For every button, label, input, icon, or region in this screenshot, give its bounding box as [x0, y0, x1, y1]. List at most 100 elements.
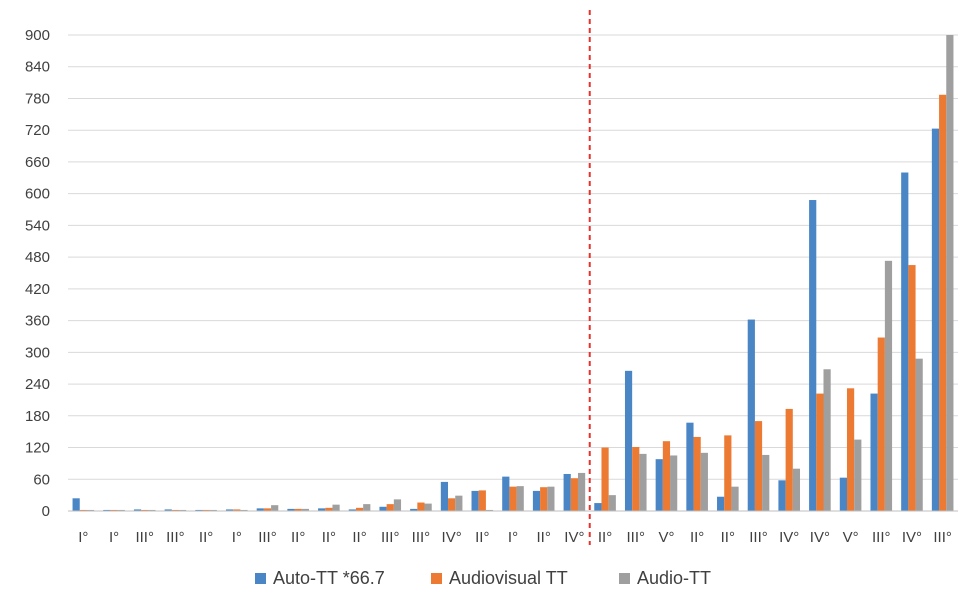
bar-series-1	[72, 498, 80, 511]
bar-series-3	[884, 260, 893, 511]
bar-series-1	[747, 319, 755, 511]
bar-series-2	[785, 408, 793, 511]
bar-series-2	[233, 509, 241, 511]
bar-series-3	[485, 509, 494, 511]
bar-series-1	[133, 509, 142, 511]
bar-series-3	[731, 486, 739, 511]
bar-series-3	[577, 472, 586, 511]
bar-series-1	[471, 490, 479, 511]
x-tick-label: IV°	[564, 529, 584, 546]
y-tick-label: 240	[25, 376, 50, 393]
y-tick-label: 300	[25, 344, 50, 361]
x-tick-label: III°	[872, 529, 891, 546]
bar-series-2	[846, 388, 855, 511]
x-tick-label: V°	[843, 529, 859, 546]
bar-series-1	[440, 481, 449, 511]
bar-series-1	[532, 490, 541, 511]
bar-series-1	[410, 508, 418, 511]
y-tick-label: 480	[25, 249, 50, 266]
x-tick-label: I°	[232, 529, 242, 546]
bar-series-2	[754, 421, 763, 511]
bar-series-3	[148, 509, 156, 511]
bar-series-3	[332, 504, 340, 511]
x-tick-label: V°	[658, 529, 674, 546]
bar-series-1	[624, 370, 633, 511]
bar-series-3	[209, 509, 217, 511]
bar-series-3	[516, 486, 524, 511]
bar-series-3	[240, 509, 248, 511]
bar-series-2	[693, 436, 701, 511]
bar-series-2	[816, 393, 824, 511]
x-tick-label: II°	[199, 529, 213, 546]
x-tick-label: IV°	[779, 529, 799, 546]
bar-series-1	[839, 477, 847, 511]
bar-series-3	[117, 509, 125, 511]
bar-series-2	[509, 486, 517, 511]
x-tick-label: II°	[598, 529, 612, 546]
bar-series-2	[632, 447, 640, 511]
bar-series-3	[700, 452, 708, 511]
bar-series-1	[256, 508, 264, 511]
bar-series-2	[355, 507, 364, 511]
x-tick-label: III°	[749, 529, 768, 546]
x-tick-label: I°	[508, 529, 518, 546]
y-tick-label: 660	[25, 154, 50, 171]
x-tick-label: IV°	[442, 529, 462, 546]
gridlines	[68, 34, 958, 512]
bar-series-1	[655, 459, 663, 511]
bar-series-3	[455, 495, 463, 511]
bar-series-1	[563, 473, 571, 511]
y-tick-label: 720	[25, 122, 50, 139]
x-tick-label: III°	[933, 529, 952, 546]
bar-series-1	[778, 480, 786, 511]
bar-series-2	[263, 508, 272, 511]
bar-series-2	[325, 507, 333, 511]
bar-series-2	[448, 498, 456, 511]
y-tick-label: 900	[25, 27, 50, 44]
bar-series-1	[348, 509, 356, 511]
bar-series-1	[870, 393, 878, 511]
legend: Auto-TT *66.7 Audiovisual TT Audio-TT	[255, 568, 711, 588]
y-tick-label: 780	[25, 90, 50, 107]
bar-series-2	[662, 441, 671, 511]
bar-series-3	[271, 505, 279, 511]
y-tick-label: 120	[25, 440, 50, 457]
legend-label-2: Audiovisual TT	[449, 568, 568, 588]
bar-series-3	[363, 504, 371, 511]
y-tick-label: 0	[42, 503, 50, 520]
y-tick-label: 840	[25, 59, 50, 76]
x-tick-label: II°	[475, 529, 489, 546]
bar-series-3	[393, 499, 402, 511]
y-tick-label: 360	[25, 313, 50, 330]
bar-series-1	[931, 128, 940, 511]
bar-series-3	[854, 439, 862, 511]
legend-label-1: Auto-TT *66.7	[273, 568, 385, 588]
y-tick-label: 540	[25, 217, 50, 234]
bar-series-1	[809, 200, 817, 511]
x-tick-label: III°	[627, 529, 646, 546]
bar-series-1	[594, 503, 602, 511]
bar-series-1	[287, 508, 295, 511]
x-tick-label: III°	[258, 529, 277, 546]
x-tick-label: I°	[78, 529, 88, 546]
bar-series-1	[379, 506, 387, 511]
bar-series-2	[141, 509, 149, 511]
y-tick-label: 600	[25, 186, 50, 203]
bar-series-1	[225, 509, 234, 511]
legend-swatch-2	[431, 573, 442, 584]
bar-series-3	[792, 468, 801, 511]
x-tick-label: II°	[690, 529, 704, 546]
bar-series-2	[386, 504, 394, 511]
bars	[72, 35, 954, 512]
x-tick-label: IV°	[902, 529, 922, 546]
bar-series-3	[547, 486, 555, 511]
bar-series-2	[171, 509, 180, 511]
bar-series-2	[939, 94, 947, 512]
x-tick-label: I°	[109, 529, 119, 546]
y-tick-label: 60	[33, 471, 50, 488]
bar-series-2	[110, 509, 118, 511]
bar-series-1	[164, 509, 172, 511]
y-tick-label: 180	[25, 408, 50, 425]
bar-series-1	[901, 172, 909, 511]
